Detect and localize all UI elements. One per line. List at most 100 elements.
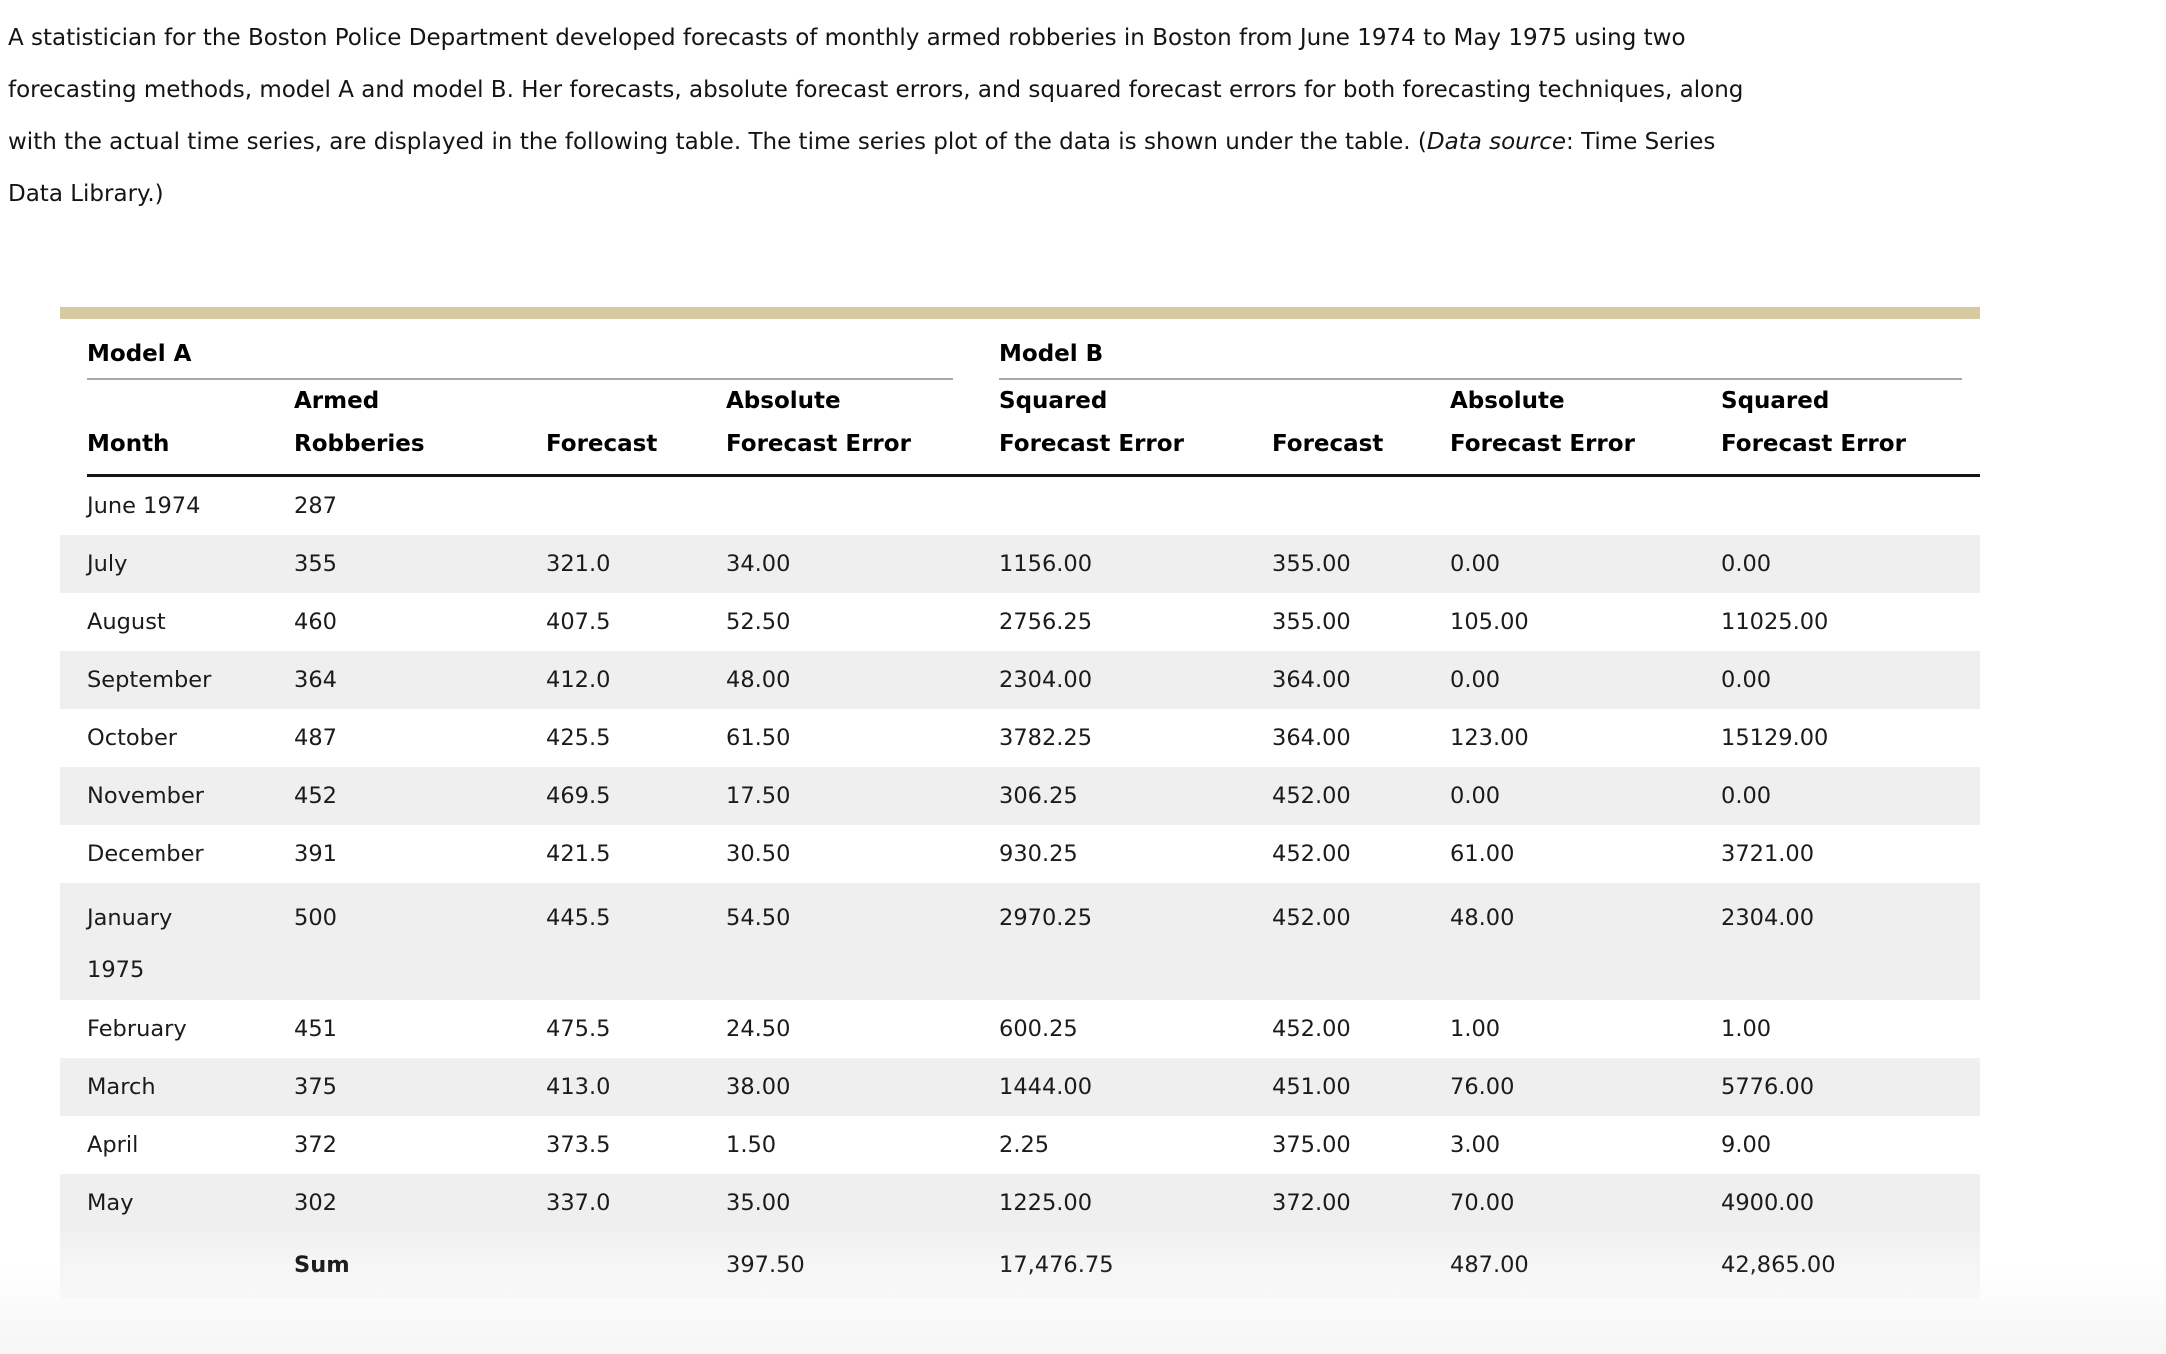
- table-row-february: February 451 475.5 24.50 600.25 452.00 1…: [60, 1000, 1980, 1058]
- cell-abs-error-a: 35.00: [726, 1190, 791, 1216]
- header-abs-error-b: Absolute Forecast Error: [1450, 380, 1721, 475]
- cell-sq-error-b: 3721.00: [1721, 841, 1815, 867]
- cell-month: February: [87, 1016, 187, 1042]
- sum-label: Sum: [294, 1252, 350, 1278]
- cell-forecast-a: 321.0: [546, 551, 611, 577]
- cell-forecast-b: 364.00: [1272, 667, 1351, 693]
- intro-line-4: Data Library.): [8, 181, 164, 207]
- table-row-april: April 372 373.5 1.50 2.25 375.00 3.00 9.…: [60, 1116, 1980, 1174]
- cell-armed-robberies: 372: [294, 1132, 337, 1158]
- header-month-label: Month: [87, 431, 170, 457]
- cell-abs-error-b: 0.00: [1450, 551, 1501, 577]
- cell-sq-error-a: 1225.00: [999, 1190, 1093, 1216]
- cell-armed-robberies: 487: [294, 725, 337, 751]
- table-row-august: August 460 407.5 52.50 2756.25 355.00 10…: [60, 593, 1980, 651]
- cell-abs-error-b: 123.00: [1450, 725, 1529, 751]
- forecast-comparison-table: Model A Model B Month Armed Robberies For…: [60, 307, 1980, 1298]
- cell-forecast-a: 412.0: [546, 667, 611, 693]
- table-row-january-1975: January 1975 500 445.5 54.50 2970.25 452.…: [60, 883, 1980, 1000]
- cell-abs-error-b: 70.00: [1450, 1190, 1515, 1216]
- table-row-march: March 375 413.0 38.00 1444.00 451.00 76.…: [60, 1058, 1980, 1116]
- column-header-row: Month Armed Robberies Forecast Absolute Fo…: [60, 380, 1980, 474]
- cell-month: June 1974: [87, 493, 201, 519]
- cell-forecast-b: 372.00: [1272, 1190, 1351, 1216]
- model-a-group-header: Model A: [87, 319, 953, 380]
- cell-sq-error-b: 4900.00: [1721, 1190, 1815, 1216]
- table-row-may: May 302 337.0 35.00 1225.00 372.00 70.00…: [60, 1174, 1980, 1232]
- cell-sq-error-a: 2970.25: [999, 905, 1093, 931]
- cell-sq-error-a: 1444.00: [999, 1074, 1093, 1100]
- cell-abs-error-b: 0.00: [1450, 783, 1501, 809]
- cell-abs-error-b: 76.00: [1450, 1074, 1515, 1100]
- header-armed-line1: Armed: [294, 388, 380, 414]
- sum-sq-error-a: 17,476.75: [999, 1252, 1114, 1278]
- header-abs-b-line2: Forecast Error: [1450, 431, 1635, 457]
- cell-abs-error-a: 61.50: [726, 725, 791, 751]
- header-forecast-b: Forecast: [1272, 380, 1450, 475]
- cell-month: September: [87, 667, 212, 693]
- table-row-june-1974: June 1974 287: [60, 477, 1980, 535]
- header-forecast-a: Forecast: [546, 380, 726, 475]
- cell-armed-robberies: 391: [294, 841, 337, 867]
- cell-sq-error-a: 2756.25: [999, 609, 1093, 635]
- cell-forecast-b: 364.00: [1272, 725, 1351, 751]
- cell-abs-error-a: 52.50: [726, 609, 791, 635]
- cell-abs-error-b: 48.00: [1450, 905, 1515, 931]
- cell-month: April: [87, 1132, 139, 1158]
- intro-line-1: A statistician for the Boston Police Dep…: [8, 25, 1686, 51]
- cell-armed-robberies: 500: [294, 905, 337, 931]
- cell-month: October: [87, 725, 178, 751]
- cell-forecast-a: 425.5: [546, 725, 611, 751]
- header-month: Month: [87, 380, 294, 475]
- cell-forecast-a: 445.5: [546, 905, 611, 931]
- model-b-label: Model B: [999, 341, 1104, 367]
- table-sum-row: Sum 397.50 17,476.75 487.00 42,865.00: [60, 1232, 1980, 1298]
- cell-forecast-b: 452.00: [1272, 783, 1351, 809]
- cell-month: March: [87, 1074, 156, 1100]
- cell-forecast-b: 452.00: [1272, 905, 1351, 931]
- cell-month: August: [87, 609, 166, 635]
- sum-abs-error-b: 487.00: [1450, 1252, 1529, 1278]
- cell-armed-robberies: 460: [294, 609, 337, 635]
- intro-line-3-tail: : Time Series: [1566, 129, 1716, 155]
- cell-abs-error-b: 3.00: [1450, 1132, 1501, 1158]
- header-abs-a-line2: Forecast Error: [726, 431, 911, 457]
- cell-forecast-a: 337.0: [546, 1190, 611, 1216]
- cell-month: November: [87, 783, 205, 809]
- cell-armed-robberies: 375: [294, 1074, 337, 1100]
- cell-abs-error-a: 48.00: [726, 667, 791, 693]
- header-abs-error-a: Absolute Forecast Error: [726, 380, 999, 475]
- cell-sq-error-b: 2304.00: [1721, 905, 1815, 931]
- cell-sq-error-a: 3782.25: [999, 725, 1093, 751]
- cell-sq-error-b: 1.00: [1721, 1016, 1772, 1042]
- header-divider-rule: [87, 474, 1980, 477]
- header-sq-b-line2: Forecast Error: [1721, 431, 1906, 457]
- table-row-october: October 487 425.5 61.50 3782.25 364.00 1…: [60, 709, 1980, 767]
- cell-sq-error-b: 0.00: [1721, 667, 1772, 693]
- cell-armed-robberies: 287: [294, 493, 337, 519]
- cell-month: May: [87, 1190, 134, 1216]
- cell-sq-error-b: 11025.00: [1721, 609, 1829, 635]
- header-forecast-a-label: Forecast: [546, 431, 658, 457]
- table-row-december: December 391 421.5 30.50 930.25 452.00 6…: [60, 825, 1980, 883]
- cell-forecast-b: 452.00: [1272, 841, 1351, 867]
- cell-forecast-a: 413.0: [546, 1074, 611, 1100]
- cell-month-line2: 1975: [87, 957, 145, 983]
- header-sq-b-line1: Squared: [1721, 388, 1830, 414]
- header-armed-line2: Robberies: [294, 431, 425, 457]
- cell-sq-error-a: 2.25: [999, 1132, 1050, 1158]
- cell-forecast-b: 355.00: [1272, 551, 1351, 577]
- intro-line-3: with the actual time series, are display…: [8, 116, 2136, 168]
- header-abs-b-line1: Absolute: [1450, 388, 1565, 414]
- header-sq-error-b: Squared Forecast Error: [1721, 380, 1980, 475]
- header-forecast-b-label: Forecast: [1272, 431, 1384, 457]
- cell-armed-robberies: 364: [294, 667, 337, 693]
- table-row-november: November 452 469.5 17.50 306.25 452.00 0…: [60, 767, 1980, 825]
- cell-armed-robberies: 452: [294, 783, 337, 809]
- cell-forecast-a: 407.5: [546, 609, 611, 635]
- cell-sq-error-b: 5776.00: [1721, 1074, 1815, 1100]
- sum-abs-error-a: 397.50: [726, 1252, 805, 1278]
- cell-sq-error-b: 0.00: [1721, 551, 1772, 577]
- cell-abs-error-a: 30.50: [726, 841, 791, 867]
- cell-abs-error-a: 1.50: [726, 1132, 777, 1158]
